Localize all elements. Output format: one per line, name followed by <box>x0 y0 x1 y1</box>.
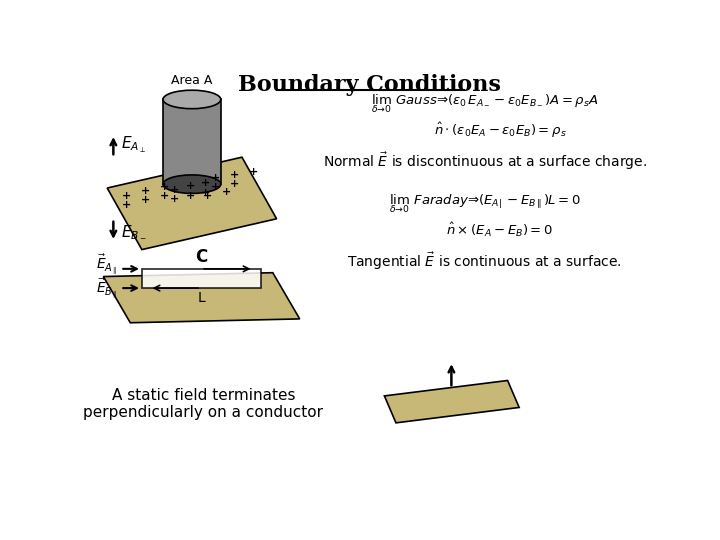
Text: +: + <box>210 182 220 192</box>
Text: +: + <box>171 194 179 204</box>
Text: +: + <box>230 170 239 180</box>
Text: +: + <box>161 182 170 192</box>
Text: Tangential $\vec{E}$ is continuous at a surface.: Tangential $\vec{E}$ is continuous at a … <box>347 251 622 272</box>
Text: $\hat{n} \times (E_A - E_B) = 0$: $\hat{n} \times (E_A - E_B) = 0$ <box>446 221 554 239</box>
Text: Boundary Conditions: Boundary Conditions <box>238 74 500 96</box>
Text: +: + <box>141 195 150 205</box>
Text: +: + <box>171 185 179 194</box>
Text: +: + <box>210 173 220 183</box>
Text: +: + <box>122 200 131 210</box>
Text: +: + <box>230 179 239 189</box>
Text: +: + <box>222 187 231 197</box>
Polygon shape <box>142 269 261 288</box>
Text: Normal $\vec{E}$ is discontinuous at a surface charge.: Normal $\vec{E}$ is discontinuous at a s… <box>323 150 647 172</box>
Text: $E_{B_-}$: $E_{B_-}$ <box>121 224 147 240</box>
Text: L: L <box>198 291 205 305</box>
Text: +: + <box>249 167 258 177</box>
Ellipse shape <box>163 90 221 109</box>
Text: A static field terminates: A static field terminates <box>112 388 295 403</box>
Polygon shape <box>104 273 300 323</box>
Text: perpendicularly on a conductor: perpendicularly on a conductor <box>84 406 323 420</box>
Text: $E_{A_\perp}$: $E_{A_\perp}$ <box>121 134 146 155</box>
Text: $\lim_{\delta\to 0}\ \mathit{Gauss} \Rightarrow (\epsilon_0 E_{A_-} - \epsilon_0: $\lim_{\delta\to 0}\ \mathit{Gauss} \Rig… <box>371 92 598 114</box>
Text: +: + <box>201 187 210 198</box>
Ellipse shape <box>163 175 221 193</box>
Text: $\vec{E}_{B_\parallel}$: $\vec{E}_{B_\parallel}$ <box>96 277 117 302</box>
Text: +: + <box>122 191 131 201</box>
Polygon shape <box>384 381 519 423</box>
Text: $\hat{n} \cdot (\epsilon_0 E_A - \epsilon_0 E_B) = \rho_s$: $\hat{n} \cdot (\epsilon_0 E_A - \epsilo… <box>433 120 566 140</box>
Text: +: + <box>141 186 150 196</box>
Text: +: + <box>186 181 195 192</box>
Polygon shape <box>107 157 276 249</box>
Text: C: C <box>195 248 207 266</box>
Text: +: + <box>161 192 170 201</box>
Polygon shape <box>163 99 221 184</box>
Text: +: + <box>201 178 210 188</box>
Text: +: + <box>202 191 212 201</box>
Text: $\vec{E}_{A_\parallel}$: $\vec{E}_{A_\parallel}$ <box>96 253 117 278</box>
Text: +: + <box>186 191 195 201</box>
Text: $\lim_{\delta\to 0}\ \mathit{Faraday} \Rightarrow (E_{A|} - E_{B\parallel})L = 0: $\lim_{\delta\to 0}\ \mathit{Faraday} \R… <box>389 192 580 215</box>
Text: Area A: Area A <box>171 74 212 87</box>
